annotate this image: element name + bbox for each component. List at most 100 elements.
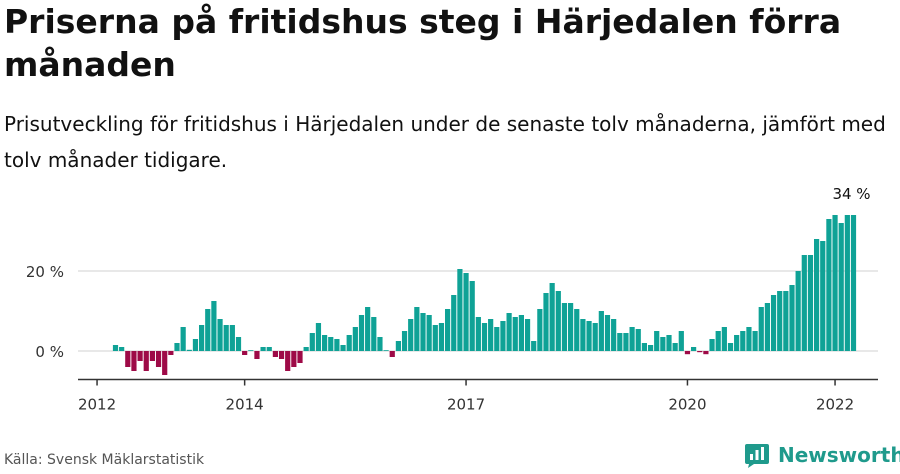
bar bbox=[672, 343, 678, 351]
bar bbox=[770, 295, 777, 351]
x-tick-label: 2012 bbox=[78, 396, 116, 414]
bar bbox=[703, 351, 709, 355]
bar bbox=[666, 335, 672, 351]
bar bbox=[469, 281, 475, 351]
bar bbox=[654, 331, 660, 351]
bar bbox=[211, 301, 217, 351]
bar bbox=[401, 331, 408, 351]
bar bbox=[758, 307, 764, 351]
bar bbox=[235, 337, 242, 351]
bar bbox=[475, 317, 481, 351]
bar bbox=[395, 341, 401, 351]
bar bbox=[303, 347, 309, 351]
bar bbox=[352, 327, 358, 351]
bar bbox=[365, 307, 371, 351]
bar bbox=[291, 351, 297, 367]
bar bbox=[383, 350, 389, 351]
bar bbox=[801, 255, 807, 351]
y-axis-labels: 0 % 20 % bbox=[26, 263, 64, 361]
bars bbox=[112, 215, 857, 375]
bar bbox=[715, 331, 721, 351]
bar bbox=[832, 215, 838, 351]
bar bbox=[488, 319, 494, 351]
bar bbox=[826, 219, 832, 351]
bar bbox=[660, 337, 666, 351]
bar bbox=[512, 317, 518, 351]
bar bbox=[506, 313, 512, 351]
bar bbox=[266, 347, 272, 351]
bar bbox=[814, 239, 820, 351]
bar bbox=[155, 351, 162, 367]
bar bbox=[217, 319, 223, 351]
bar bbox=[223, 325, 229, 351]
bar bbox=[137, 351, 143, 361]
bar bbox=[205, 309, 211, 351]
bar bbox=[432, 325, 438, 351]
bar bbox=[186, 349, 192, 351]
bar bbox=[229, 325, 235, 351]
bar bbox=[143, 351, 149, 371]
bar bbox=[438, 323, 445, 351]
bar bbox=[727, 343, 734, 351]
chart-title: Priserna på fritidshus steg i Härjedalen… bbox=[4, 2, 842, 84]
bar bbox=[371, 317, 377, 351]
bar bbox=[199, 325, 205, 351]
bar bbox=[180, 327, 186, 351]
bar bbox=[561, 303, 568, 351]
bar bbox=[746, 327, 752, 351]
last-value-label: 34 % bbox=[832, 185, 870, 203]
bar bbox=[734, 335, 740, 351]
annotations: 34 % bbox=[832, 185, 870, 203]
bar bbox=[543, 293, 549, 351]
x-tick-label: 2014 bbox=[226, 396, 264, 414]
bar bbox=[481, 323, 488, 351]
bar bbox=[112, 345, 119, 351]
bar bbox=[789, 285, 795, 351]
bar bbox=[721, 327, 727, 351]
brand-name: Newsworthy bbox=[778, 443, 900, 467]
bar bbox=[377, 337, 383, 351]
bar bbox=[272, 351, 278, 357]
bar bbox=[764, 303, 770, 351]
bar bbox=[820, 241, 826, 351]
bar bbox=[678, 331, 684, 351]
bar bbox=[494, 327, 500, 351]
bar bbox=[500, 321, 506, 351]
bar bbox=[457, 269, 463, 351]
bar bbox=[358, 315, 365, 351]
source-note: Källa: Svensk Mäklarstatistik bbox=[4, 452, 205, 468]
x-tick-label: 2017 bbox=[447, 396, 485, 414]
bar bbox=[445, 309, 451, 351]
bar bbox=[149, 351, 155, 361]
bar bbox=[328, 337, 334, 351]
bar bbox=[119, 347, 125, 351]
bar bbox=[850, 215, 857, 351]
bar bbox=[592, 323, 598, 351]
bar bbox=[611, 319, 617, 351]
bar bbox=[309, 333, 315, 351]
bar bbox=[192, 339, 199, 351]
bar bbox=[168, 351, 174, 355]
bar bbox=[285, 351, 291, 371]
bar bbox=[131, 351, 137, 371]
bar bbox=[795, 271, 801, 351]
bar bbox=[697, 351, 703, 353]
bar bbox=[389, 351, 395, 357]
bar bbox=[807, 255, 814, 351]
bar bbox=[709, 339, 715, 351]
bar bbox=[315, 323, 322, 351]
bar bbox=[537, 309, 543, 351]
bar bbox=[549, 283, 555, 351]
x-axis bbox=[78, 378, 878, 386]
bar bbox=[340, 345, 346, 351]
bar bbox=[426, 315, 432, 351]
x-tick-label: 2022 bbox=[816, 396, 854, 414]
bar bbox=[518, 315, 524, 351]
bar bbox=[242, 351, 248, 355]
bar bbox=[691, 347, 697, 351]
bar bbox=[598, 311, 604, 351]
bar bbox=[623, 333, 629, 351]
brand-logo[interactable]: Newsworthy bbox=[744, 440, 900, 470]
y-tick-label: 0 % bbox=[35, 343, 64, 361]
